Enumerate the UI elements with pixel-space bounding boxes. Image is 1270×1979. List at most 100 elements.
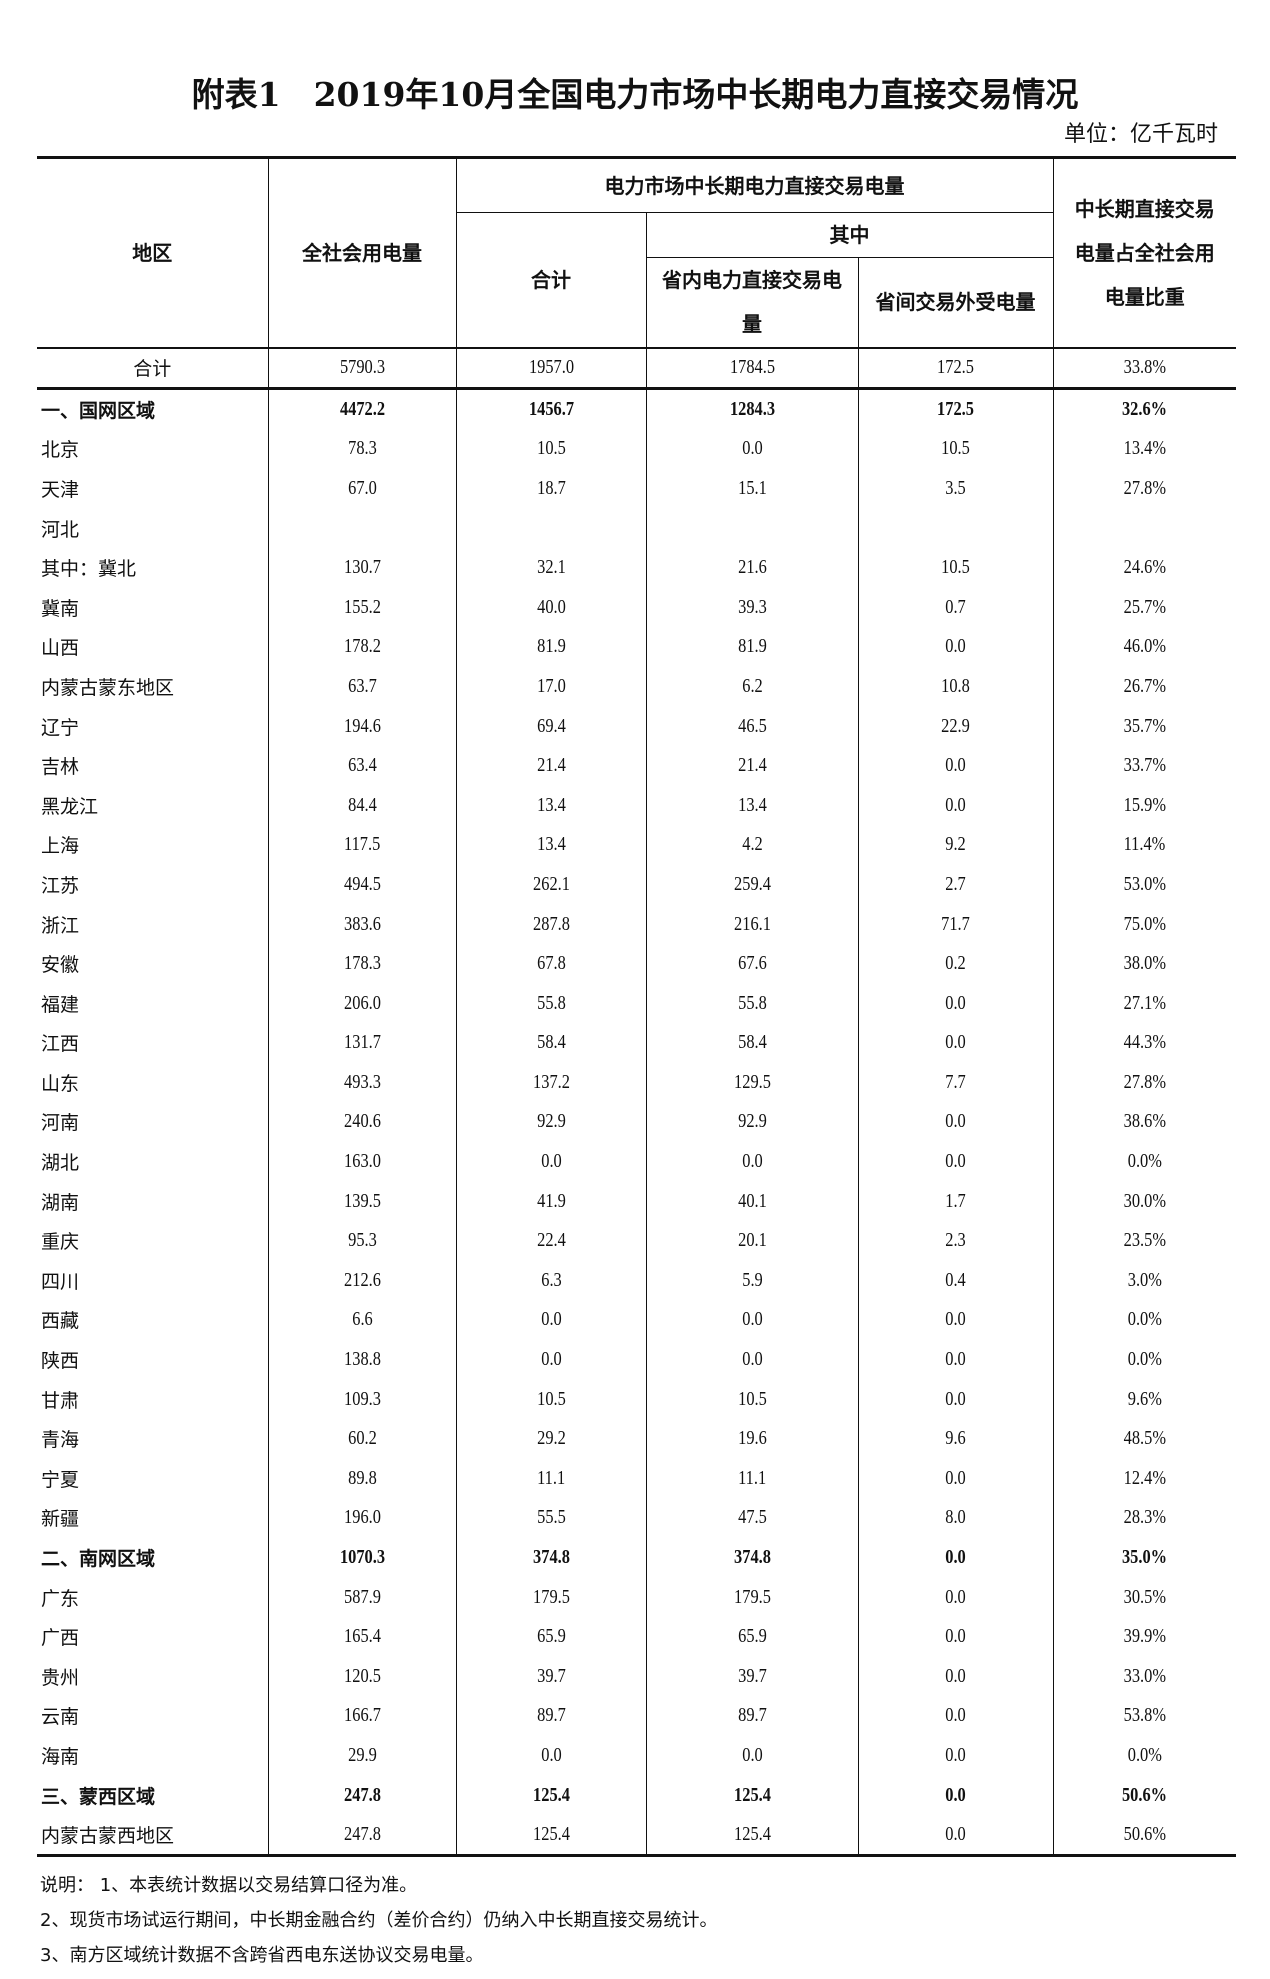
region-cell: 三、蒙西区域 <box>37 1775 268 1815</box>
total-consumption-value: 212.6 <box>343 1268 381 1291</box>
subtotal-value: 81.9 <box>536 635 566 658</box>
intra-province-cell: 55.8 <box>645 983 858 1023</box>
table-row: 吉林 63.4 21.4 21.4 0.0 33.7% <box>37 745 1237 786</box>
subtotal-cell: 39.7 <box>455 1656 646 1697</box>
inter-province-cell: 0.0 <box>857 785 1054 826</box>
ratio-value: 27.8% <box>1123 476 1166 499</box>
subtotal-value: 0.0 <box>540 1743 562 1766</box>
intra-province-cell: 10.5 <box>645 1379 858 1419</box>
note-1: 说明： 1、本表统计数据以交易结算口径为准。 <box>40 1875 418 1896</box>
intra-province-cell: 1784.5 <box>645 347 858 390</box>
region-value: 湖北 <box>41 1152 80 1175</box>
intra-province-value: 4.2 <box>741 833 763 856</box>
table-row: 上海 117.5 13.4 4.2 9.2 11.4% <box>37 825 1237 865</box>
inter-province-cell: 1.7 <box>857 1181 1054 1221</box>
intra-province-cell: 0.0 <box>645 429 858 469</box>
intra-province-cell: 0.0 <box>645 1735 858 1776</box>
table-row: 海南 29.9 0.0 0.0 0.0 0.0% <box>37 1735 1237 1776</box>
ratio-value: 0.0% <box>1127 1743 1162 1766</box>
ratio-value: 50.6% <box>1123 1823 1166 1846</box>
header-region: 地区 <box>37 156 269 348</box>
ratio-cell: 38.6% <box>1052 1102 1237 1142</box>
subtotal-value: 55.5 <box>536 1506 566 1529</box>
inter-province-cell: 0.0 <box>857 1814 1054 1858</box>
subtotal-cell: 65.9 <box>455 1616 646 1657</box>
subtotal-cell: 32.1 <box>455 547 646 588</box>
inter-province-cell: 10.5 <box>857 547 1054 588</box>
region-cell: 二、南网区域 <box>37 1538 268 1578</box>
total-consumption-value: 240.6 <box>343 1110 381 1133</box>
region-cell: 贵州 <box>37 1657 268 1697</box>
inter-province-value: 10.5 <box>941 437 970 460</box>
unit-label: 单位：亿千瓦时 <box>1063 122 1218 147</box>
ratio-value: 33.8% <box>1123 356 1166 378</box>
total-consumption-value: 109.3 <box>343 1387 381 1410</box>
ratio-value: 53.8% <box>1123 1704 1166 1727</box>
region-cell: 河北 <box>37 508 268 548</box>
inter-province-cell: 0.0 <box>857 1102 1054 1142</box>
intra-province-cell: 21.4 <box>645 745 858 786</box>
region-value: 内蒙古蒙西地区 <box>41 1825 175 1848</box>
ratio-value: 13.4% <box>1123 437 1166 460</box>
total-consumption-value: 247.8 <box>343 1783 381 1806</box>
ratio-value: 27.8% <box>1123 1070 1166 1093</box>
inter-province-cell: 71.7 <box>857 904 1054 944</box>
intra-province-cell: 58.4 <box>645 1023 858 1063</box>
intra-province-cell: 21.6 <box>645 547 858 588</box>
intra-province-cell: 13.4 <box>645 785 858 826</box>
region-cell: 山东 <box>37 1063 268 1103</box>
region-cell: 合计 <box>37 347 268 390</box>
total-consumption-cell: 131.7 <box>267 1023 456 1063</box>
region-cell: 内蒙古蒙西地区 <box>37 1814 268 1858</box>
region-value: 福建 <box>41 993 80 1016</box>
ratio-cell: 44.3% <box>1052 1023 1237 1063</box>
intra-province-value: 21.4 <box>737 754 767 777</box>
subtotal-cell <box>455 508 646 548</box>
subtotal-value: 21.4 <box>536 754 566 777</box>
region-value: 安徽 <box>41 954 80 977</box>
ratio-value: 53.0% <box>1123 872 1166 895</box>
header-direct-trade: 电力市场中长期电力直接交易电量 <box>455 156 1054 213</box>
intra-province-cell: 81.9 <box>645 627 858 667</box>
total-consumption-cell: 178.2 <box>267 627 456 667</box>
inter-province-cell: 7.7 <box>857 1062 1054 1103</box>
subtotal-cell: 17.0 <box>455 666 646 707</box>
table-row: 北京 78.3 10.5 0.0 10.5 13.4% <box>37 429 1237 469</box>
table-row: 其中：冀北 130.7 32.1 21.6 10.5 24.6% <box>37 547 1237 588</box>
total-consumption-value: 84.4 <box>347 793 377 816</box>
intra-province-value: 89.7 <box>737 1704 767 1727</box>
ratio-value: 25.7% <box>1123 595 1166 618</box>
subtotal-cell: 137.2 <box>455 1062 646 1103</box>
subtotal-value: 39.7 <box>536 1664 566 1687</box>
inter-province-value: 2.3 <box>945 1229 966 1252</box>
inter-province-value: 0.0 <box>945 1783 966 1806</box>
region-value: 其中：冀北 <box>41 558 137 581</box>
total-consumption-value: 138.8 <box>343 1348 381 1371</box>
intra-province-cell: 0.0 <box>645 1339 858 1380</box>
intra-province-cell: 179.5 <box>645 1577 858 1617</box>
subtotal-value: 10.5 <box>536 437 566 460</box>
intra-province-value: 65.9 <box>737 1625 767 1648</box>
region-cell: 湖北 <box>37 1142 268 1182</box>
intra-province-cell: 65.9 <box>645 1616 858 1657</box>
inter-province-cell: 0.0 <box>857 983 1054 1023</box>
subtotal-value: 67.8 <box>536 952 566 975</box>
total-consumption-value: 494.5 <box>343 872 381 895</box>
inter-province-cell: 0.0 <box>857 627 1054 667</box>
intra-province-cell: 46.5 <box>645 706 858 746</box>
intra-province-cell: 1284.3 <box>645 388 858 430</box>
subtotal-value: 0.0 <box>540 1348 562 1371</box>
subtotal-value: 0.0 <box>540 1308 562 1331</box>
ratio-value: 50.6% <box>1122 1783 1168 1806</box>
subtotal-cell: 89.7 <box>455 1696 646 1736</box>
table-row: 山东 493.3 137.2 129.5 7.7 27.8% <box>37 1062 1237 1103</box>
intra-province-value: 40.1 <box>737 1189 767 1212</box>
total-consumption-cell: 240.6 <box>267 1102 456 1142</box>
region-value: 北京 <box>41 439 80 462</box>
intra-province-value: 0.0 <box>741 1743 763 1766</box>
region-value: 陕西 <box>41 1350 80 1373</box>
inter-province-value: 0.0 <box>945 1704 966 1727</box>
ratio-value: 30.0% <box>1123 1189 1166 1212</box>
subtotal-cell: 29.2 <box>455 1418 646 1459</box>
inter-province-value: 0.0 <box>945 1546 966 1569</box>
